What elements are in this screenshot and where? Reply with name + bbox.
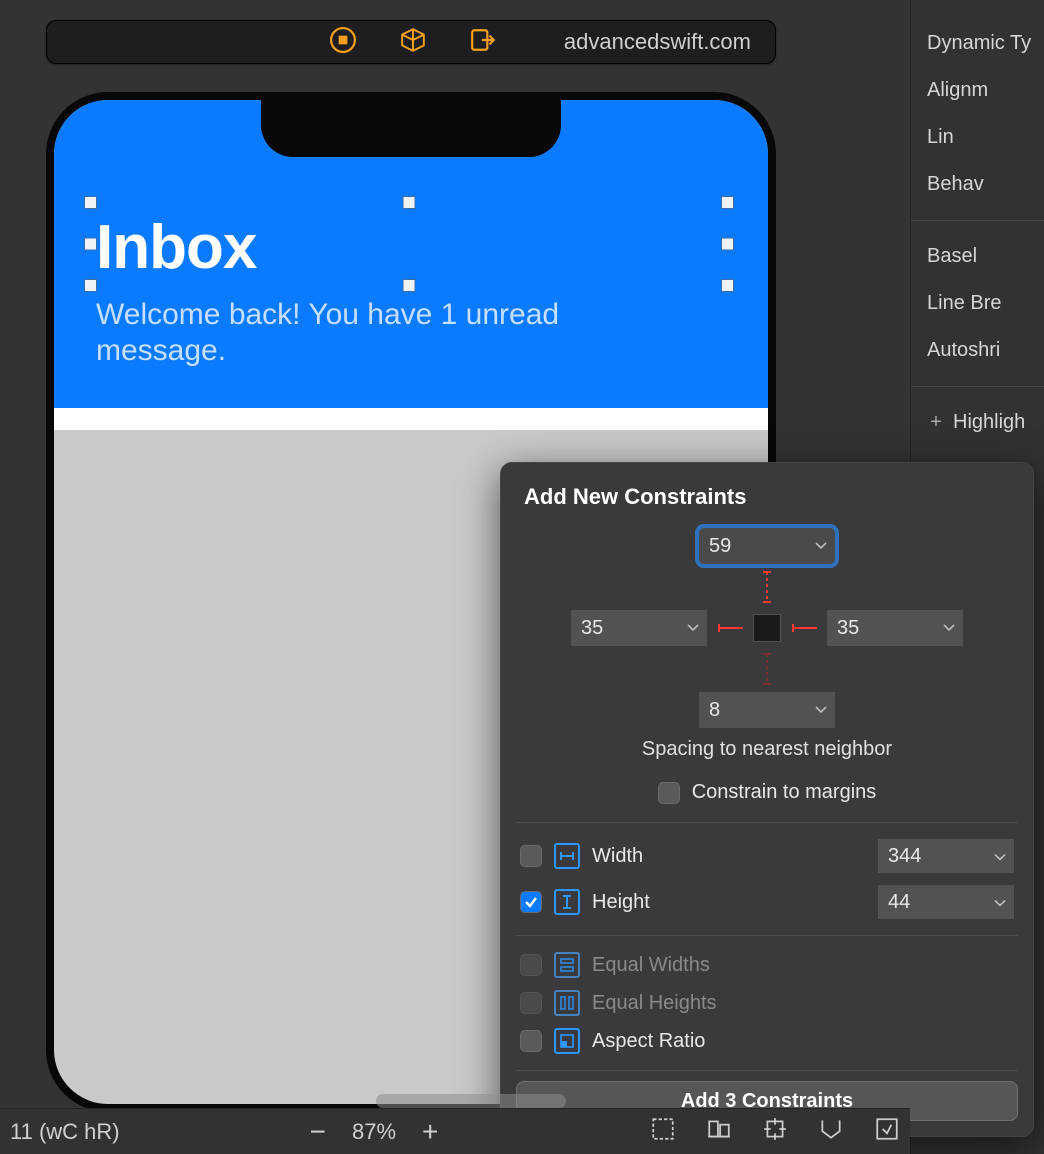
popover-divider xyxy=(516,935,1018,936)
equal-widths-icon xyxy=(554,952,580,978)
popover-divider xyxy=(516,822,1018,823)
equal-widths-checkbox xyxy=(520,954,542,976)
width-row: Width xyxy=(516,833,1018,879)
equal-heights-icon xyxy=(554,990,580,1016)
spacing-bottom-wrap xyxy=(699,692,835,728)
aspect-ratio-icon xyxy=(554,1028,580,1054)
height-input[interactable] xyxy=(878,885,1014,919)
canvas-bottom-bar: 11 (wC hR) − 87% + xyxy=(0,1108,910,1154)
spacing-left-wrap xyxy=(571,610,707,646)
update-frames-icon[interactable] xyxy=(650,1116,676,1148)
phone-notch xyxy=(261,92,561,157)
stop-icon[interactable] xyxy=(330,27,356,58)
connector-right[interactable] xyxy=(791,623,817,633)
inspector-row[interactable]: Alignm xyxy=(911,67,1044,114)
width-icon xyxy=(554,843,580,869)
add-constraints-popover: Add New Constraints xyxy=(500,462,1034,1137)
resize-handle-mid-left[interactable] xyxy=(84,238,97,251)
spacing-middle-row xyxy=(571,610,963,646)
height-row: Height xyxy=(516,879,1018,925)
height-checkbox[interactable] xyxy=(520,891,542,913)
popover-title: Add New Constraints xyxy=(524,484,1018,510)
resize-handle-bottom-mid[interactable] xyxy=(403,279,416,292)
toolbar-url: advancedswift.com xyxy=(564,29,751,55)
connector-left[interactable] xyxy=(717,623,743,633)
width-input[interactable] xyxy=(878,839,1014,873)
resize-handle-bottom-left[interactable] xyxy=(84,279,97,292)
spacing-top-input[interactable] xyxy=(699,528,835,564)
inspector-row[interactable]: Autoshri xyxy=(911,327,1044,374)
inspector-row[interactable]: Behav xyxy=(911,161,1044,208)
phone-subtitle-label[interactable]: Welcome back! You have 1 unread message. xyxy=(96,297,596,369)
resize-handle-top-mid[interactable] xyxy=(403,196,416,209)
inspector-divider xyxy=(911,220,1044,221)
horizontal-scrollbar[interactable] xyxy=(376,1094,566,1108)
equal-widths-row: Equal Widths xyxy=(516,946,1018,984)
spacing-right-wrap xyxy=(827,610,963,646)
constrain-margins-row[interactable]: Constrain to margins xyxy=(516,773,1018,812)
embed-icon[interactable] xyxy=(874,1116,900,1148)
spacing-caption: Spacing to nearest neighbor xyxy=(516,738,1018,761)
width-input-wrap xyxy=(878,839,1014,873)
spacing-bottom-input[interactable] xyxy=(699,692,835,728)
equal-heights-checkbox xyxy=(520,992,542,1014)
connector-top[interactable] xyxy=(754,570,780,604)
popover-divider xyxy=(516,1070,1018,1071)
spacing-left-input[interactable] xyxy=(571,610,707,646)
height-icon xyxy=(554,889,580,915)
equal-heights-label: Equal Heights xyxy=(592,992,717,1015)
connector-bottom[interactable] xyxy=(754,652,780,686)
resize-handle-top-right[interactable] xyxy=(721,196,734,209)
debug-toolbar: advancedswift.com xyxy=(46,20,776,64)
constrain-margins-label: Constrain to margins xyxy=(692,781,877,804)
equal-widths-label: Equal Widths xyxy=(592,954,710,977)
spacing-center-box xyxy=(753,614,781,642)
align-icon[interactable] xyxy=(706,1116,732,1148)
height-label: Height xyxy=(592,891,650,914)
equal-heights-row: Equal Heights xyxy=(516,984,1018,1022)
zoom-controls: − 87% + xyxy=(310,1116,439,1148)
exit-icon[interactable] xyxy=(470,27,496,58)
resize-handle-bottom-right[interactable] xyxy=(721,279,734,292)
height-input-wrap xyxy=(878,885,1014,919)
zoom-in-button[interactable]: + xyxy=(422,1116,438,1148)
resize-handle-top-left[interactable] xyxy=(84,196,97,209)
spacing-grid xyxy=(516,528,1018,728)
toolbar-icons xyxy=(330,27,496,58)
selection-rect[interactable] xyxy=(90,202,728,286)
cube-icon[interactable] xyxy=(400,27,426,58)
inspector-row[interactable]: Basel xyxy=(911,233,1044,280)
breadcrumb[interactable]: 11 (wC hR) xyxy=(10,1119,120,1145)
width-label: Width xyxy=(592,845,643,868)
plus-icon[interactable]: + xyxy=(927,411,945,434)
phone-separator xyxy=(54,408,768,430)
spacing-right-input[interactable] xyxy=(827,610,963,646)
constrain-margins-checkbox[interactable] xyxy=(658,782,680,804)
inspector-row[interactable]: Line Bre xyxy=(911,280,1044,327)
zoom-out-button[interactable]: − xyxy=(310,1116,326,1148)
spacing-top-wrap xyxy=(699,528,835,564)
zoom-value[interactable]: 87% xyxy=(352,1119,396,1145)
width-checkbox[interactable] xyxy=(520,845,542,867)
inspector-row[interactable]: Lin xyxy=(911,114,1044,161)
inspector-label: Highligh xyxy=(953,411,1025,433)
aspect-ratio-row: Aspect Ratio xyxy=(516,1022,1018,1060)
inspector-divider xyxy=(911,386,1044,387)
resize-handle-mid-right[interactable] xyxy=(721,238,734,251)
aspect-ratio-checkbox[interactable] xyxy=(520,1030,542,1052)
inspector-row[interactable]: Dynamic Ty xyxy=(911,20,1044,67)
aspect-ratio-label: Aspect Ratio xyxy=(592,1030,705,1053)
inspector-row[interactable]: + Highligh xyxy=(911,399,1044,446)
pin-icon[interactable] xyxy=(762,1116,788,1148)
resolve-icon[interactable] xyxy=(818,1116,844,1148)
layout-tool-icons xyxy=(650,1116,900,1148)
